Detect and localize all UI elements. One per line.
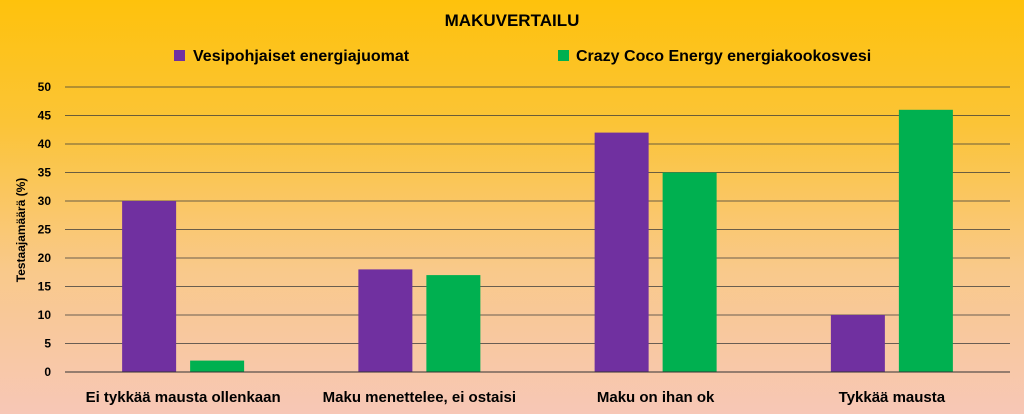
y-tick-label: 5 <box>44 337 51 351</box>
y-axis-label: Testaajamäärä (%) <box>14 178 28 283</box>
chart-title: MAKUVERTAILU <box>445 11 580 30</box>
y-tick-label: 45 <box>38 109 52 123</box>
y-tick-label: 40 <box>38 137 52 151</box>
y-tick-label: 20 <box>38 251 52 265</box>
bar-vesipohjaiset <box>594 132 649 372</box>
bar-crazy-coco <box>898 109 953 373</box>
legend-label-crazy-coco: Crazy Coco Energy energiakookosvesi <box>576 48 871 65</box>
x-axis-categories: Ei tykkää mausta ollenkaan Maku menettele… <box>86 389 946 406</box>
bar-crazy-coco <box>662 172 717 372</box>
bar-crazy-coco <box>190 360 245 372</box>
legend: Vesipohjaiset energiajuomat Crazy Coco E… <box>174 48 871 65</box>
bar-vesipohjaiset <box>830 315 885 372</box>
x-category-label: Maku on ihan ok <box>597 389 715 406</box>
y-tick-label: 25 <box>38 223 52 237</box>
y-tick-label: 15 <box>38 280 52 294</box>
y-axis-ticks: 0 5 10 15 20 25 30 35 40 45 50 <box>38 80 52 379</box>
x-category-label: Ei tykkää mausta ollenkaan <box>86 389 281 406</box>
legend-swatch-crazy-coco <box>558 50 569 61</box>
y-tick-label: 0 <box>44 365 51 379</box>
x-category-label: Tykkää mausta <box>839 389 946 406</box>
bar-vesipohjaiset <box>358 269 413 372</box>
bar-crazy-coco <box>426 275 481 372</box>
bar-vesipohjaiset <box>122 201 177 372</box>
y-tick-label: 10 <box>38 308 52 322</box>
y-tick-label: 35 <box>38 166 52 180</box>
bars <box>122 109 953 373</box>
x-category-label: Maku menettelee, ei ostaisi <box>323 389 516 406</box>
legend-label-vesipohjaiset: Vesipohjaiset energiajuomat <box>193 48 410 65</box>
y-tick-label: 30 <box>38 194 52 208</box>
legend-swatch-vesipohjaiset <box>174 50 185 61</box>
gridlines <box>65 86 1010 344</box>
y-tick-label: 50 <box>38 80 52 94</box>
